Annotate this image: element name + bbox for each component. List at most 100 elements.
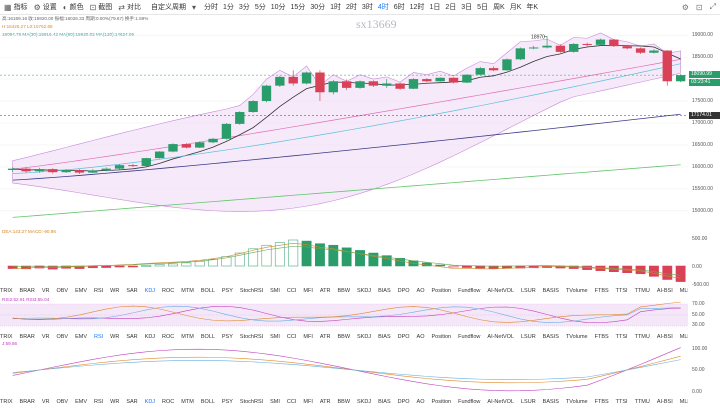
timeframe-分时[interactable]: 分时 xyxy=(204,4,218,11)
indicator-tab-mfi[interactable]: MFI xyxy=(303,288,313,294)
indicator-tab-atr[interactable]: ATR xyxy=(319,399,331,405)
indicator-tab-bias[interactable]: BIAS xyxy=(378,334,391,340)
indicator-tab-rsi[interactable]: RSI xyxy=(94,288,104,294)
indicator-tab-kdj[interactable]: KDJ xyxy=(144,288,156,294)
indicator-tab-obv[interactable]: OBV xyxy=(56,288,69,294)
indicator-tab-rsi[interactable]: RSI xyxy=(94,334,104,340)
indicator-tab-atr[interactable]: ATR xyxy=(319,288,331,294)
indicator-tab-obv[interactable]: OBV xyxy=(56,399,69,405)
timeframe-10分[interactable]: 10分 xyxy=(270,4,286,11)
indicator-tab-boll[interactable]: BOLL xyxy=(200,399,215,405)
indicator-tab-ttmu[interactable]: TTMU xyxy=(634,334,650,340)
chevron-down-icon[interactable]: ▾ xyxy=(191,2,196,12)
indicator-tab-mfi[interactable]: MFI xyxy=(303,334,313,340)
toolbar-camera-button[interactable]: ⊡ 截图 xyxy=(90,2,113,12)
timeframe-12时[interactable]: 12时 xyxy=(409,4,425,11)
indicator-tab-smi[interactable]: SMI xyxy=(270,334,280,340)
indicator-tab-mtm[interactable]: MTM xyxy=(181,334,194,340)
timeframe-5分[interactable]: 5分 xyxy=(254,4,266,11)
indicator-tab-vr[interactable]: VR xyxy=(41,288,50,294)
indicator-tab-stochrsi[interactable]: StochRSI xyxy=(239,399,264,405)
indicator-tab-ai-bsi[interactable]: AI-BSI xyxy=(656,288,673,294)
indicator-tab-psy[interactable]: PSY xyxy=(221,399,233,405)
indicator-tab-fundflow[interactable]: Fundflow xyxy=(458,288,481,294)
indicator-tab-ai-bsi[interactable]: AI-BSI xyxy=(656,334,673,340)
indicator-tab-kdj[interactable]: KDJ xyxy=(144,399,156,405)
indicator-tab-ftbs[interactable]: FTBS xyxy=(594,288,609,294)
indicator-tab-vr[interactable]: VR xyxy=(41,334,50,340)
indicator-tab-ftbs[interactable]: FTBS xyxy=(594,399,609,405)
indicator-tab-mlr[interactable]: MLR xyxy=(679,288,688,294)
indicator-tab-boll[interactable]: BOLL xyxy=(200,334,215,340)
indicator-tab-fundflow[interactable]: Fundflow xyxy=(458,334,481,340)
indicator-tab-bbw[interactable]: BBW xyxy=(337,288,351,294)
timeframe-1日[interactable]: 1日 xyxy=(429,4,441,11)
timeframe-周K[interactable]: 周K xyxy=(493,4,505,11)
indicator-tab-ao[interactable]: AO xyxy=(416,334,425,340)
indicator-tab-emv[interactable]: EMV xyxy=(75,288,87,294)
indicator-tab-roc[interactable]: ROC xyxy=(162,399,175,405)
indicator-tab-basis[interactable]: BASIS xyxy=(542,399,559,405)
indicator-tab-roc[interactable]: ROC xyxy=(162,288,175,294)
indicator-tab-ttsi[interactable]: TTSI xyxy=(615,399,628,405)
indicator-tab-wr[interactable]: WR xyxy=(110,288,120,294)
timeframe-6时[interactable]: 6时 xyxy=(393,4,405,11)
timeframe-2时[interactable]: 2时 xyxy=(346,4,357,11)
timeframe-30分[interactable]: 30分 xyxy=(310,4,326,11)
custom-period-button[interactable]: 自定义周期 xyxy=(150,4,186,11)
timeframe-年K[interactable]: 年K xyxy=(526,4,539,11)
timeframe-4时[interactable]: 4时 xyxy=(377,4,389,11)
timeframe-15分[interactable]: 15分 xyxy=(290,4,306,11)
rsi-chart[interactable] xyxy=(0,300,720,330)
indicator-tab-kdj[interactable]: KDJ xyxy=(144,334,156,340)
indicator-tab-stochrsi[interactable]: StochRSI xyxy=(239,334,264,340)
timeframe-5日[interactable]: 5日 xyxy=(477,4,489,11)
toolbar-compare-button[interactable]: ⇄ 对比 xyxy=(118,2,141,12)
timeframe-3时[interactable]: 3时 xyxy=(361,4,373,11)
indicator-tab-bias[interactable]: BIAS xyxy=(378,288,391,294)
toolbar-gear-button[interactable]: ⚙ 设置 xyxy=(34,2,57,12)
indicator-tab-cci[interactable]: CCI xyxy=(286,288,297,294)
timeframe-1时[interactable]: 1时 xyxy=(330,4,342,11)
indicator-tab-wr[interactable]: WR xyxy=(110,334,120,340)
indicator-tab-fundflow[interactable]: Fundflow xyxy=(458,399,481,405)
timeframe-3日[interactable]: 3日 xyxy=(461,4,473,11)
indicator-tab-dpo[interactable]: DPO xyxy=(397,334,410,340)
indicator-tab-brar[interactable]: BRAR xyxy=(19,399,35,405)
indicator-tab-dpo[interactable]: DPO xyxy=(397,399,410,405)
indicator-tab-brar[interactable]: BRAR xyxy=(19,334,35,340)
indicator-tab-ao[interactable]: AO xyxy=(416,399,425,405)
indicator-tab-bias[interactable]: BIAS xyxy=(378,399,391,405)
indicator-tab-smi[interactable]: SMI xyxy=(270,288,280,294)
indicator-tab-lsur[interactable]: LSUR xyxy=(521,334,536,340)
indicator-tab-ai-netvol[interactable]: AI-NetVOL xyxy=(487,288,514,294)
indicator-tab-skdj[interactable]: SKDJ xyxy=(357,399,372,405)
indicator-tab-tvolume[interactable]: TVolume xyxy=(565,399,588,405)
indicator-tab-position[interactable]: Position xyxy=(431,334,452,340)
settings-icon[interactable]: ⚙ xyxy=(681,2,689,12)
indicator-tab-sar[interactable]: SAR xyxy=(126,288,138,294)
indicator-tab-rsi[interactable]: RSI xyxy=(94,399,104,405)
indicator-tab-psy[interactable]: PSY xyxy=(221,334,233,340)
indicator-tab-mlr[interactable]: MLR xyxy=(679,399,688,405)
indicator-tab-dpo[interactable]: DPO xyxy=(397,288,410,294)
indicator-tab-position[interactable]: Position xyxy=(431,399,452,405)
timeframe-3分[interactable]: 3分 xyxy=(238,4,250,11)
toolbar-palette-button[interactable]: ◐ 颜色 xyxy=(63,2,84,12)
indicator-tab-stochrsi[interactable]: StochRSI xyxy=(239,288,264,294)
timeframe-1分[interactable]: 1分 xyxy=(223,4,234,11)
timeframe-2日[interactable]: 2日 xyxy=(445,4,457,11)
indicator-tab-ttmu[interactable]: TTMU xyxy=(634,399,650,405)
camera-icon[interactable]: ⊡ xyxy=(695,2,703,12)
indicator-tab-trix[interactable]: TRIX xyxy=(0,288,13,294)
indicator-tab-cci[interactable]: CCI xyxy=(286,399,297,405)
kdj-chart[interactable] xyxy=(0,344,720,396)
indicator-tab-ttsi[interactable]: TTSI xyxy=(615,288,628,294)
indicator-tab-emv[interactable]: EMV xyxy=(75,399,87,405)
indicator-tab-bbw[interactable]: BBW xyxy=(337,334,351,340)
fullscreen-icon[interactable]: ⤢ xyxy=(709,2,716,11)
indicator-tab-skdj[interactable]: SKDJ xyxy=(357,334,372,340)
indicator-tab-boll[interactable]: BOLL xyxy=(200,288,215,294)
indicator-tab-mfi[interactable]: MFI xyxy=(303,399,313,405)
indicator-tab-ai-netvol[interactable]: AI-NetVOL xyxy=(487,334,514,340)
